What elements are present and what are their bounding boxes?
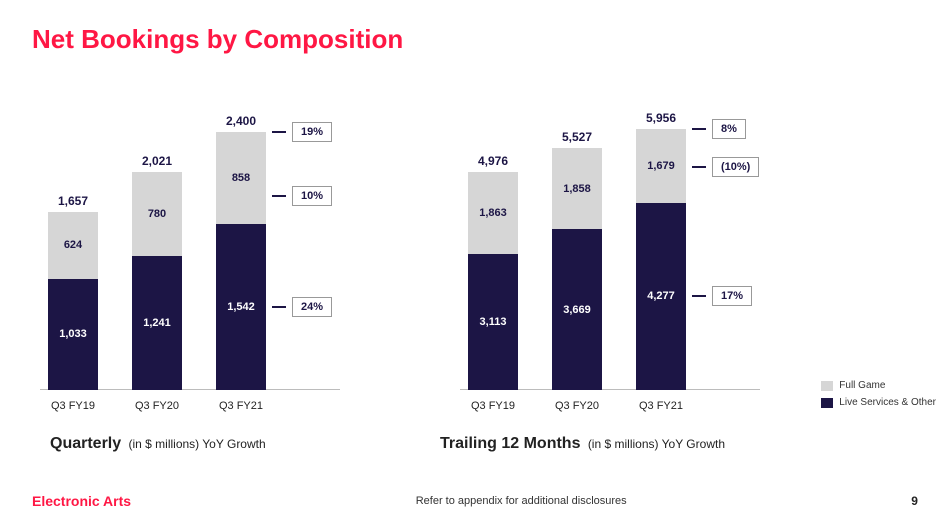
subtitle-bold: Trailing 12 Months [440,435,580,452]
callout-value: 10% [292,186,332,206]
segment-value: 1,542 [227,301,255,313]
x-category-label: Q3 FY20 [552,400,602,412]
legend-label: Full Game [839,380,885,391]
chart-ttm: 4,976 1,863 3,113 Q3 FY19 5,527 1,858 3,… [460,110,760,390]
callout-tick [692,128,706,130]
x-category-label: Q3 FY21 [636,400,686,412]
segment-value: 1,858 [563,183,591,195]
bar-segment-full-game: 624 [48,212,98,279]
x-category-label: Q3 FY19 [468,400,518,412]
bar-segment-live-services: 1,241 [132,256,182,390]
segment-value: 1,241 [143,317,171,329]
callout-tick [272,306,286,308]
bar-segment-live-services: 1,033 [48,279,98,390]
bar-total-label: 2,021 [132,154,182,168]
legend-item-full-game: Full Game [821,380,936,391]
callout-tick [272,195,286,197]
footer-disclosure: Refer to appendix for additional disclos… [416,495,627,507]
footer: Electronic Arts Refer to appendix for ad… [32,493,918,509]
x-category-label: Q3 FY19 [48,400,98,412]
bar-total-label: 5,956 [636,111,686,125]
bar-group: 4,976 1,863 3,113 Q3 FY19 [468,172,518,390]
charts-container: 1,657 624 1,033 Q3 FY19 2,021 780 1,241 … [40,110,910,410]
subtitle-quarterly: Quarterly (in $ millions) YoY Growth [50,435,266,453]
subtitle-rest: (in $ millions) YoY Growth [588,437,725,451]
segment-value: 780 [148,208,166,220]
x-category-label: Q3 FY21 [216,400,266,412]
segment-value: 1,863 [479,207,507,219]
bar-segment-full-game: 858 [216,132,266,224]
legend: Full Game Live Services & Other [821,380,936,414]
bar-segment-full-game: 1,858 [552,148,602,229]
footer-brand: Electronic Arts [32,493,131,509]
callout-value: 8% [712,119,746,139]
bar-group: 5,527 1,858 3,669 Q3 FY20 [552,148,602,390]
bar-total-label: 1,657 [48,194,98,208]
callout-tick [272,131,286,133]
bar-total-label: 4,976 [468,154,518,168]
slide-root: Net Bookings by Composition 1,657 624 1,… [0,0,950,529]
bar-segment-full-game: 1,679 [636,129,686,202]
page-title: Net Bookings by Composition [32,24,403,55]
segment-value: 858 [232,172,250,184]
bar-group: 2,400 858 1,542 Q3 FY21 [216,132,266,390]
bar-group: 2,021 780 1,241 Q3 FY20 [132,172,182,390]
footer-page-number: 9 [911,494,918,508]
segment-value: 3,113 [480,316,507,328]
segment-value: 1,033 [59,328,87,340]
segment-value: 624 [64,239,82,251]
chart-quarterly: 1,657 624 1,033 Q3 FY19 2,021 780 1,241 … [40,110,340,390]
bar-segment-live-services: 1,542 [216,224,266,390]
legend-item-live-services: Live Services & Other [821,397,936,408]
bar-total-label: 2,400 [216,114,266,128]
segment-value: 4,277 [647,290,675,302]
callout-value: (10%) [712,157,759,177]
subtitle-ttm: Trailing 12 Months (in $ millions) YoY G… [440,435,725,453]
bar-segment-live-services: 3,113 [468,254,518,390]
bar-segment-full-game: 780 [132,172,182,256]
bar-segment-live-services: 4,277 [636,203,686,390]
callout-value: 24% [292,297,332,317]
callout-value: 17% [712,286,752,306]
bar-segment-full-game: 1,863 [468,172,518,254]
bar-group: 5,956 1,679 4,277 Q3 FY21 [636,129,686,390]
legend-swatch-light [821,381,833,391]
subtitle-bold: Quarterly [50,435,121,452]
bar-group: 1,657 624 1,033 Q3 FY19 [48,212,98,390]
subtitle-rest: (in $ millions) YoY Growth [128,437,265,451]
callout-tick [692,295,706,297]
x-category-label: Q3 FY20 [132,400,182,412]
callout-value: 19% [292,122,332,142]
segment-value: 3,669 [563,304,591,316]
segment-value: 1,679 [647,160,675,172]
bar-total-label: 5,527 [552,130,602,144]
bar-segment-live-services: 3,669 [552,229,602,390]
callout-tick [692,166,706,168]
legend-swatch-dark [821,398,833,408]
legend-label: Live Services & Other [839,397,936,408]
